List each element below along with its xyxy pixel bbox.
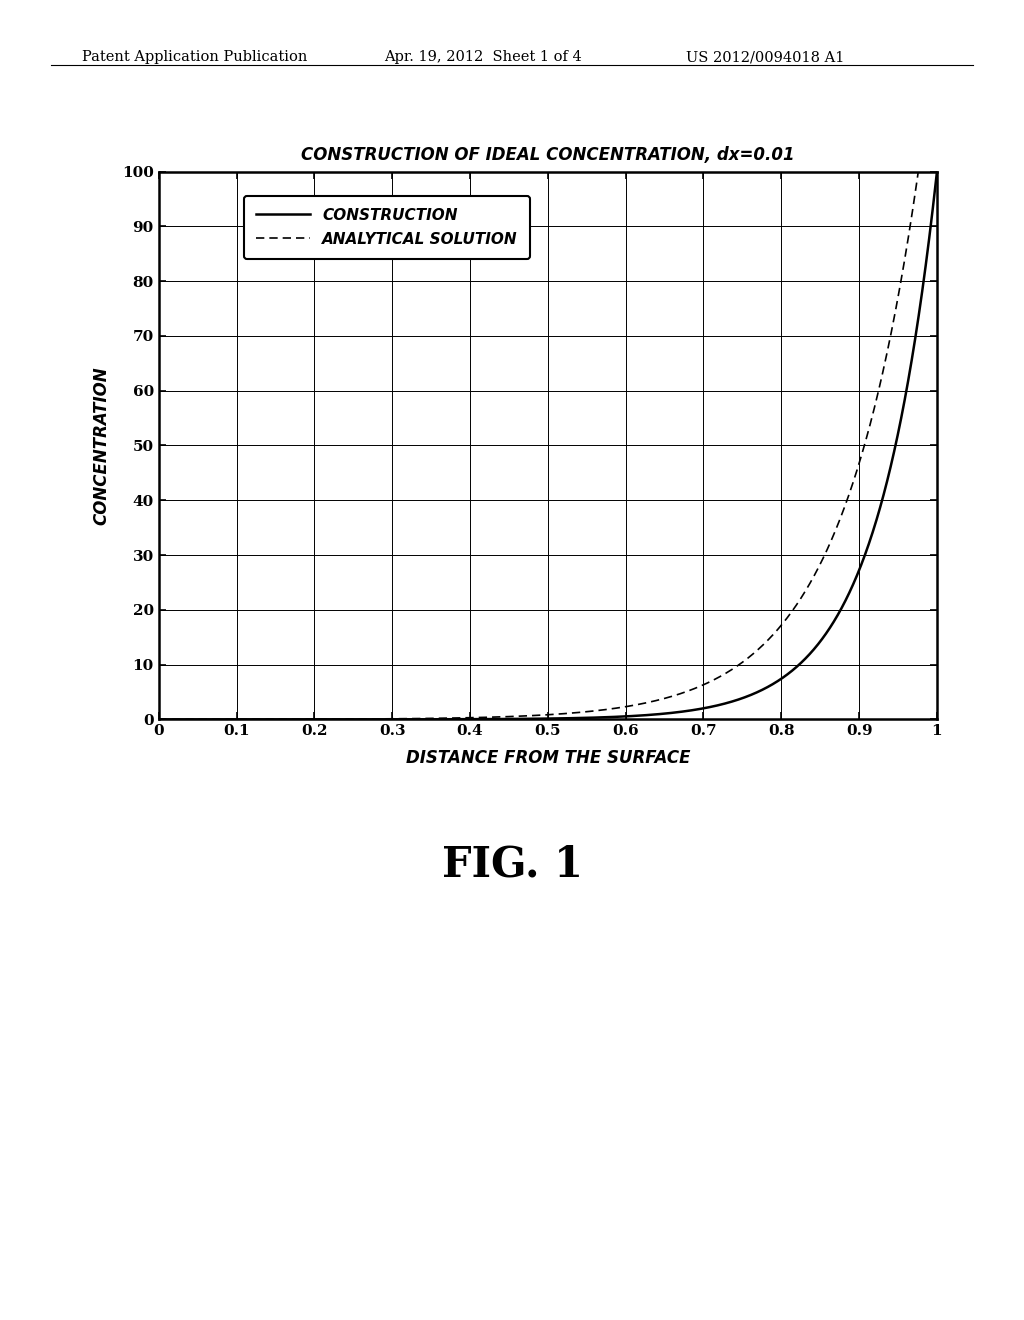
- ANALYTICAL SOLUTION: [908, 193, 921, 209]
- CONSTRUCTION: [931, 164, 943, 180]
- CONSTRUCTION: [908, 335, 921, 351]
- CONSTRUCTION: [153, 711, 165, 727]
- Line: CONSTRUCTION: CONSTRUCTION: [159, 172, 937, 719]
- Text: Patent Application Publication: Patent Application Publication: [82, 50, 307, 65]
- Legend: CONSTRUCTION, ANALYTICAL SOLUTION: CONSTRUCTION, ANALYTICAL SOLUTION: [244, 195, 530, 260]
- ANALYTICAL SOLUTION: [193, 711, 205, 727]
- Y-axis label: CONCENTRATION: CONCENTRATION: [93, 366, 111, 525]
- Line: ANALYTICAL SOLUTION: ANALYTICAL SOLUTION: [159, 22, 937, 719]
- CONSTRUCTION: [193, 711, 205, 727]
- Text: US 2012/0094018 A1: US 2012/0094018 A1: [686, 50, 845, 65]
- ANALYTICAL SOLUTION: [510, 709, 522, 725]
- ANALYTICAL SOLUTION: [153, 711, 165, 727]
- ANALYTICAL SOLUTION: [765, 628, 777, 644]
- CONSTRUCTION: [510, 711, 522, 727]
- CONSTRUCTION: [765, 677, 777, 693]
- CONSTRUCTION: [531, 710, 544, 726]
- Text: Apr. 19, 2012  Sheet 1 of 4: Apr. 19, 2012 Sheet 1 of 4: [384, 50, 582, 65]
- ANALYTICAL SOLUTION: [531, 708, 544, 723]
- Text: FIG. 1: FIG. 1: [441, 843, 583, 886]
- CONSTRUCTION: [908, 338, 921, 354]
- ANALYTICAL SOLUTION: [931, 15, 943, 30]
- X-axis label: DISTANCE FROM THE SURFACE: DISTANCE FROM THE SURFACE: [406, 750, 690, 767]
- Title: CONSTRUCTION OF IDEAL CONCENTRATION, dx=0.01: CONSTRUCTION OF IDEAL CONCENTRATION, dx=…: [301, 147, 795, 165]
- ANALYTICAL SOLUTION: [908, 190, 921, 206]
